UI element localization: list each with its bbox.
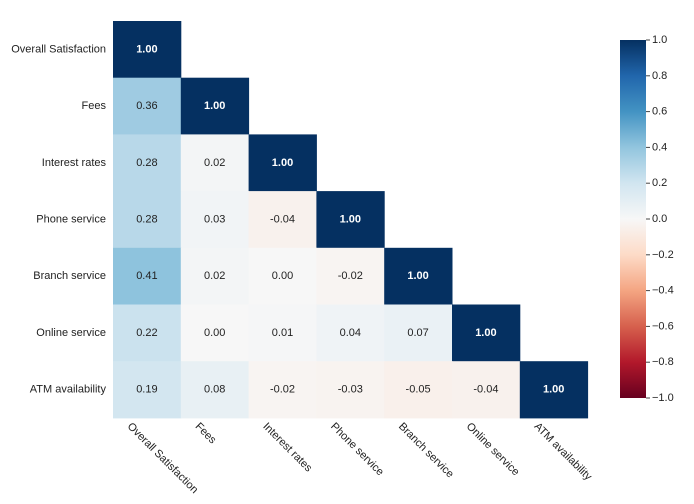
row-label: Phone service [36,213,106,225]
row-labels: Overall Satisfaction Fees Interest rates Ph… [11,43,106,395]
cell-value-label: 1.00 [272,157,293,169]
cell-value-label: 0.00 [204,327,225,339]
cell-value-label: -0.03 [338,384,363,396]
cell-value-label: -0.02 [338,270,363,282]
cell-value-label: 1.00 [475,327,496,339]
cell-value-label: 1.00 [407,270,428,282]
heatmap-cell [180,77,250,135]
row-label: Branch service [33,270,106,282]
heatmap-cell [316,304,385,362]
cell-value-label: 0.07 [407,327,428,339]
colorbar-tick-label: −0.4 [652,285,674,297]
heatmap-cell [180,247,250,305]
colorbar-tick-label: −0.6 [652,320,674,332]
heatmap-cell [248,247,317,305]
colorbar-tick-label: 0.2 [652,177,667,189]
row-label: Interest rates [42,157,107,169]
cell-value-label: 0.02 [204,157,225,169]
cell-value-label: 0.19 [136,384,157,396]
colorbar-tick-label: 1.0 [652,34,667,46]
cell-value-label: 0.36 [136,100,157,112]
heatmap-cell [113,77,182,135]
cell-value-label: 0.02 [204,270,225,282]
cell-value-label: 0.00 [272,270,293,282]
column-label: Overall Satisfaction [125,421,200,496]
heatmap-cell [180,361,250,419]
column-label: Interest rates [260,421,314,475]
heatmap-cell [113,21,182,79]
cell-value-label: 0.03 [204,213,225,225]
cell-value-label: 0.41 [136,270,157,282]
row-label: Online service [36,327,106,339]
column-label: Branch service [396,421,456,481]
column-label: Online service [464,421,522,479]
heatmap-cell [316,247,385,305]
heatmap-cell [248,134,317,192]
heatmap-cell [384,361,453,419]
heatmap-cell [248,304,317,362]
cell-value-label: -0.04 [473,384,498,396]
column-label: Fees [193,421,219,447]
cell-value-label: -0.05 [406,384,431,396]
heatmap-cell [248,361,317,419]
cell-value-label: 1.00 [204,100,225,112]
colorbar-tick-label: −1.0 [652,392,674,404]
cell-value-label: 0.08 [204,384,225,396]
heatmap-cell [113,134,182,192]
heatmap-cell [316,191,385,249]
heatmap-cell [248,191,317,249]
colorbar-tick-label: 0.6 [652,106,667,118]
heatmap-cell [113,304,182,362]
heatmap-cell [180,304,250,362]
heatmap-cell [384,304,453,362]
cell-value-label: -0.02 [270,384,295,396]
heatmap-cell [384,247,453,305]
column-label: ATM availability [532,421,595,484]
heatmap-cell [452,361,521,419]
colorbar-tick-label: −0.8 [652,356,674,368]
cell-value-label: 1.00 [543,384,564,396]
heatmap-cells: 1.00 0.36 1.00 0.28 0.02 1.00 0.28 0.03 -0.04 1.0… [113,21,589,419]
heatmap-cell [180,134,250,192]
heatmap-cell [519,361,589,419]
heatmap-cell [113,247,182,305]
colorbar-tick-label: 0.8 [652,70,667,82]
cell-value-label: 1.00 [340,213,361,225]
heatmap-cell [452,304,521,362]
heatmap-cell [113,191,182,249]
colorbar-tick-label: 0.4 [652,141,667,153]
row-label: Overall Satisfaction [11,43,106,55]
column-label: Phone service [328,421,386,479]
cell-value-label: 0.04 [340,327,361,339]
colorbar-tick-label: −0.2 [652,249,674,261]
cell-value-label: 0.22 [136,327,157,339]
colorbar: 1.0 0.8 0.6 0.4 0.2 0.0 −0.2 −0.4 −0.6 −0.8 −1.0 [620,34,674,404]
cell-value-label: -0.04 [270,213,295,225]
heatmap-cell [113,361,182,419]
heatmap-cell [316,361,385,419]
row-label: Fees [82,100,107,112]
cell-value-label: 1.00 [136,43,157,55]
cell-value-label: 0.01 [272,327,293,339]
colorbar-tick-label: 0.0 [652,213,667,225]
cell-value-label: 0.28 [136,157,157,169]
row-label: ATM availability [30,384,107,396]
heatmap-cell [180,191,250,249]
cell-value-label: 0.28 [136,213,157,225]
colorbar-gradient [620,40,646,398]
